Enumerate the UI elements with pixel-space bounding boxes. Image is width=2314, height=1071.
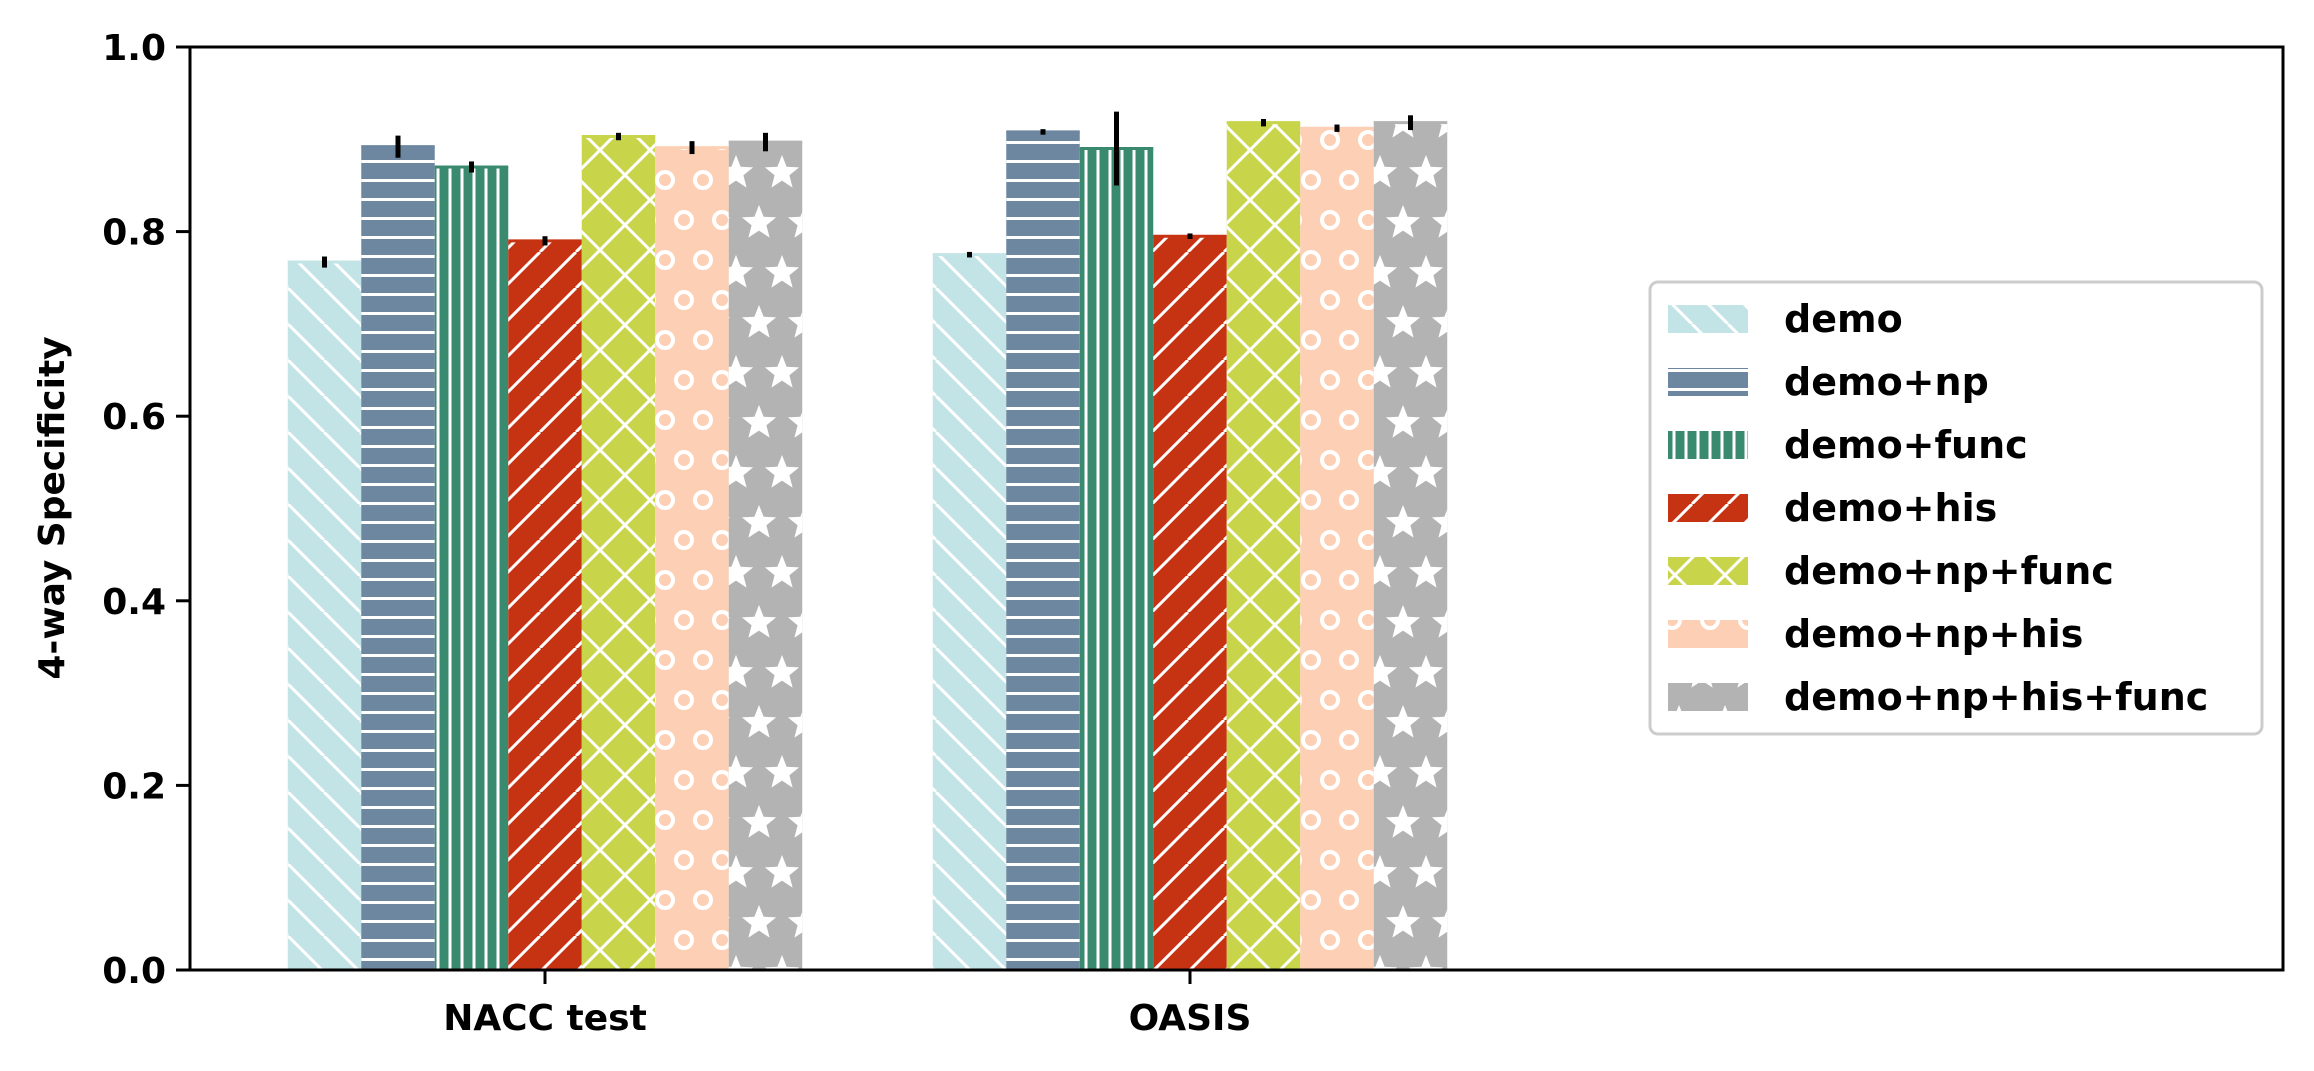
bar-hatch-demo+np+his+func-NACC test [728,142,803,971]
y-tick-label: 1.0 [102,28,166,69]
legend-label-demo+np+his: demo+np+his [1784,612,2083,656]
legend-swatch-hatch-demo+his [1668,494,1748,522]
error-bars-group [322,111,1413,268]
bar-hatch-demo+np-OASIS [1006,131,1080,970]
bar-hatch-demo+his-OASIS [1153,236,1227,971]
bar-hatch-demo-NACC test [287,262,362,971]
bar-hatch-demo+np+his-NACC test [655,147,729,970]
legend-swatch-hatch-demo+func [1668,431,1748,459]
y-tick-label: 0.8 [102,213,166,254]
legend-label-demo+func: demo+func [1784,423,2028,467]
bar-hatch-demo+np+func-NACC test [581,136,656,970]
bar-hatch-demo+np+his-OASIS [1300,128,1374,970]
x-tick-label: OASIS [1129,998,1252,1039]
legend-label-demo+np+func: demo+np+func [1784,549,2114,593]
legend-label-demo: demo [1784,297,1903,341]
legend: demo demo+np demo+func demo+his demo+np+func… [1648,280,2264,736]
y-tick-label: 0.4 [102,582,166,623]
plot-frame [188,45,2285,972]
y-tick-label: 0.6 [102,397,166,438]
bar-hatch-demo+np+his+func-OASIS [1373,122,1448,971]
legend-swatch-hatch-demo [1668,305,1748,333]
bars-group [287,121,1448,971]
legend-swatch-hatch-demo+np+func [1668,557,1748,585]
bar-hatch-demo+func-OASIS [1079,148,1154,970]
legend-label-demo+np: demo+np [1784,360,1989,404]
legend-label-demo+np+his+func: demo+np+his+func [1784,675,2208,719]
y-tick-label: 0.0 [102,951,166,992]
legend-frame [1648,280,2264,736]
y-tick-label: 0.2 [102,766,166,807]
bar-hatch-demo+np-NACC test [361,146,435,970]
legend-swatch-hatch-demo+np+his+func [1668,683,1748,711]
x-axis: NACC test OASIS [443,970,1251,1039]
bar-hatch-demo-OASIS [932,254,1007,971]
legend-swatch-hatch-demo+np+his [1668,620,1748,648]
x-tick-label: NACC test [443,998,647,1039]
legend-swatch-hatch-demo+np [1668,368,1748,396]
legend-label-demo+his: demo+his [1784,486,1997,530]
bar-hatch-demo+np+func-OASIS [1226,122,1301,971]
bar-hatch-demo+his-NACC test [508,240,582,970]
bar-hatch-demo+func-NACC test [434,166,509,971]
y-axis: 0.0 0.2 0.4 0.6 0.8 1.0 [102,28,190,992]
y-axis-label: 4-way Specificity [32,336,73,679]
